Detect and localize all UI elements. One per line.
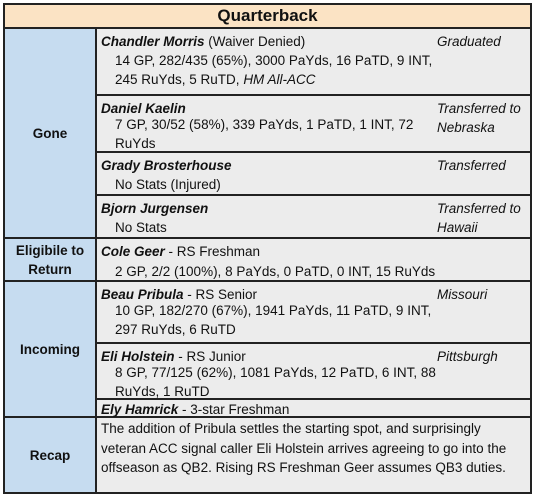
player-row: Chandler Morris (Waiver Denied) 14 GP, 2… xyxy=(97,29,530,96)
player-row: Ely Hamrick - 3-star Freshman xyxy=(97,400,530,418)
category-incoming: Incoming xyxy=(5,282,97,418)
player-note: Graduated xyxy=(437,34,501,49)
player-stats: No Stats xyxy=(115,220,167,235)
player-name: Daniel Kaelin xyxy=(101,101,186,116)
player-row: Grady Brosterhouse No Stats (Injured) Tr… xyxy=(97,153,530,196)
category-eligible: Eligibile to Return xyxy=(5,239,97,282)
player-detail: - RS Freshman xyxy=(164,244,261,259)
player-row: Bjorn Jurgensen No Stats Transferred to … xyxy=(97,196,530,239)
player-name: Chandler Morris xyxy=(101,34,205,49)
player-note: Transferred to Hawaii xyxy=(437,201,521,235)
category-recap: Recap xyxy=(5,418,97,492)
category-label: Eligibile to Return xyxy=(15,242,85,277)
player-stats: 2 GP, 2/2 (100%), 8 PaYds, 0 PaTD, 0 INT… xyxy=(115,264,436,279)
player-row: Cole Geer - RS Freshman 2 GP, 2/2 (100%)… xyxy=(97,239,530,282)
player-stats: 7 GP, 30/52 (58%), 339 PaYds, 1 PaTD, 1 … xyxy=(115,117,414,151)
player-note: Transferred to Nebraska xyxy=(437,101,521,135)
player-name: Eli Holstein xyxy=(101,349,175,364)
player-stats: 10 GP, 182/270 (67%), 1941 PaYds, 11 PaT… xyxy=(115,303,432,337)
quarterback-table: Quarterback Gone Chandler Morris (Waiver… xyxy=(3,3,532,494)
player-note: Pittsburgh xyxy=(437,349,498,364)
recap-row: The addition of Pribula settles the star… xyxy=(97,418,530,492)
category-label: Recap xyxy=(29,447,71,463)
recap-text: The addition of Pribula settles the star… xyxy=(101,421,507,475)
category-label: Incoming xyxy=(20,341,80,357)
category-gone: Gone xyxy=(5,29,97,239)
player-name: Cole Geer xyxy=(101,244,165,259)
player-row: Beau Pribula - RS Senior 10 GP, 182/270 … xyxy=(97,282,530,344)
category-label: Gone xyxy=(32,125,68,141)
table-title: Quarterback xyxy=(5,5,530,29)
player-award: HM All-ACC xyxy=(243,72,316,87)
player-stats: 14 GP, 282/435 (65%), 3000 PaYds, 16 PaT… xyxy=(115,53,433,87)
player-detail: - RS Senior xyxy=(183,287,258,302)
player-detail: - 3-star Freshman xyxy=(178,402,290,417)
player-name: Beau Pribula xyxy=(101,287,184,302)
player-name: Bjorn Jurgensen xyxy=(101,201,209,216)
player-row: Daniel Kaelin 7 GP, 30/52 (58%), 339 PaY… xyxy=(97,96,530,153)
player-stats: No Stats (Injured) xyxy=(115,177,221,192)
player-row: Eli Holstein - RS Junior 8 GP, 77/125 (6… xyxy=(97,344,530,400)
player-note: Transferred xyxy=(437,158,506,173)
player-note: Missouri xyxy=(437,287,488,302)
player-detail: (Waiver Denied) xyxy=(204,34,306,49)
player-name: Ely Hamrick xyxy=(101,402,179,417)
player-stats: 8 GP, 77/125 (62%), 1081 PaYds, 12 PaTD,… xyxy=(115,365,436,399)
player-name: Grady Brosterhouse xyxy=(101,158,232,173)
player-detail: - RS Junior xyxy=(174,349,246,364)
